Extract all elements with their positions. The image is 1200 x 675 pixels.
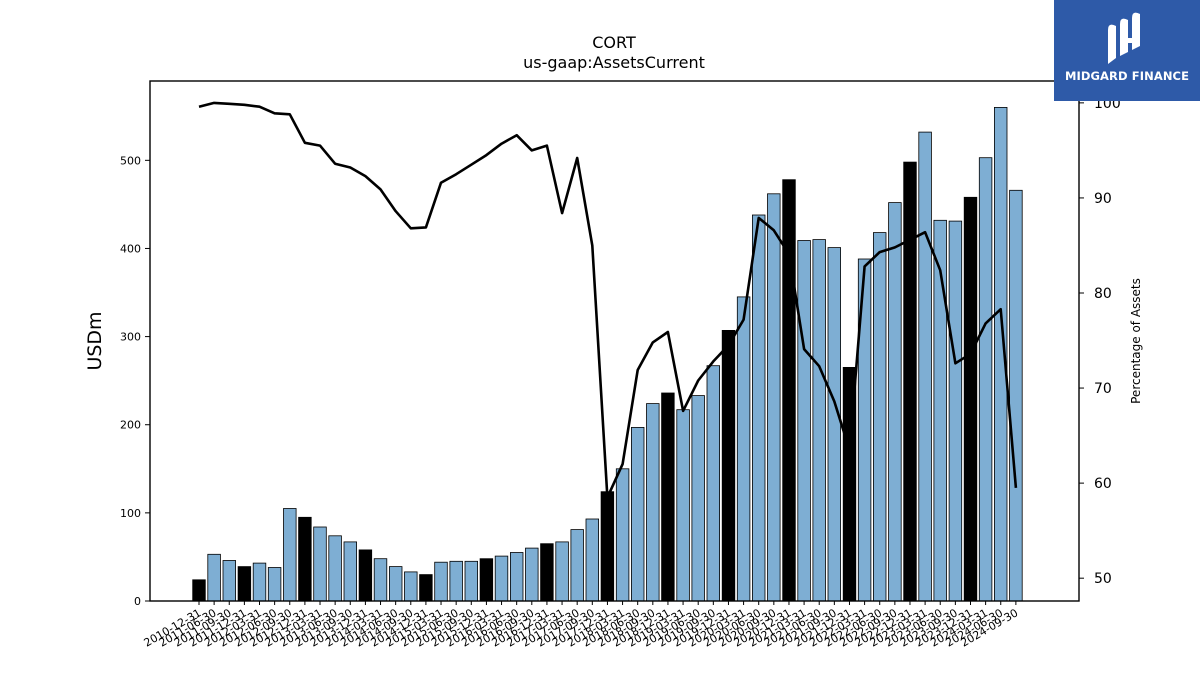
bar-2022-03-31: [873, 232, 887, 602]
y-tick-label: 200: [120, 419, 141, 432]
y-tick-label: 500: [120, 154, 141, 167]
bar-2012-12-31: [313, 526, 327, 602]
bar-2012-03-31: [267, 567, 282, 602]
bar-2016-09-30: [540, 543, 554, 602]
chart-subtitle: us-gaap:AssetsCurrent: [523, 53, 705, 72]
y2-tick-label: 60: [1094, 476, 1112, 492]
bar-2023-12-31: [978, 157, 993, 602]
logo-mark-icon: [1108, 12, 1140, 65]
bar-2016-03-31: [509, 552, 524, 602]
percentage-line: [198, 101, 1018, 499]
bar-2015-12-31: [494, 555, 509, 602]
bar-2023-06-30: [948, 220, 963, 602]
bar-2016-12-31: [555, 541, 569, 602]
bar-2019-09-30: [721, 329, 736, 602]
bar-2010-12-31: [192, 579, 206, 602]
bar-2017-03-31: [570, 529, 584, 602]
bar-2013-12-31: [373, 558, 388, 602]
bar-2011-03-31: [207, 553, 221, 602]
bar-2019-12-31: [736, 296, 751, 602]
bar-2015-06-30: [464, 560, 479, 602]
bar-2021-06-30: [827, 247, 842, 602]
chart-title: CORT: [592, 33, 636, 52]
y-tick-label: 300: [120, 331, 141, 344]
y-tick-label: 400: [120, 242, 141, 255]
line-series: [198, 101, 1018, 499]
bar-2022-09-30: [903, 161, 917, 602]
bar-2020-06-30: [767, 193, 781, 602]
bar-2013-09-30: [358, 549, 373, 602]
bar-2011-09-30: [237, 566, 252, 602]
bar-2017-12-31: [615, 468, 630, 602]
bar-2014-06-30: [404, 571, 418, 602]
axes: [149, 80, 1080, 602]
y-tick-label: 100: [120, 507, 141, 520]
plot-frame: [149, 80, 1080, 602]
bar-2013-03-31: [328, 535, 342, 602]
y-axis-label: USDm: [84, 311, 106, 370]
bar-2012-09-30: [298, 516, 312, 602]
bar-2011-12-31: [252, 562, 267, 602]
bar-2022-06-30: [888, 202, 902, 602]
bar-2018-09-30: [661, 392, 675, 602]
logo-text: MIDGARD FINANCE: [1064, 69, 1190, 83]
y2-tick-label: 90: [1094, 191, 1112, 207]
bar-2018-06-30: [646, 403, 660, 602]
bar-2018-12-31: [676, 409, 690, 602]
bar-2018-03-31: [631, 426, 645, 602]
midgard-finance-logo: MIDGARD FINANCE: [1054, 0, 1200, 101]
y2-tick-label: 80: [1094, 286, 1112, 302]
y-ticks: 0 100 200 300 400 500: [120, 154, 150, 608]
bar-2020-12-31: [797, 240, 811, 602]
y2-axis-label: Percentage of Assets: [1129, 278, 1143, 404]
bar-2012-06-30: [283, 508, 297, 602]
bar-2020-09-30: [782, 179, 796, 602]
bar-series: [192, 107, 1023, 602]
bar-2023-09-30: [963, 196, 978, 602]
bar-2017-09-30: [600, 491, 615, 602]
bar-2022-12-31: [918, 131, 932, 602]
bar-2014-09-30: [419, 574, 433, 602]
x-ticks: 2010-12-312011-06-302011-09-302011-12-31…: [142, 601, 1020, 650]
bar-2016-06-30: [525, 547, 539, 602]
bar-2013-06-30: [343, 541, 358, 602]
y2-tick-label: 50: [1094, 571, 1112, 587]
y-tick-label: 0: [134, 595, 141, 608]
bar-2015-09-30: [479, 558, 494, 602]
bar-2015-03-31: [449, 560, 463, 602]
bar-2019-03-31: [691, 395, 705, 602]
bar-2024-06-30: [1009, 189, 1023, 602]
bar-2021-03-31: [812, 239, 826, 602]
bar-2017-06-30: [585, 518, 600, 602]
bar-2014-03-31: [388, 566, 403, 602]
bar-2014-12-31: [434, 561, 448, 602]
bar-2020-03-31: [752, 214, 766, 602]
bar-2011-06-30: [222, 560, 237, 602]
bar-2019-06-30: [706, 365, 721, 602]
y2-tick-label: 70: [1094, 381, 1112, 397]
